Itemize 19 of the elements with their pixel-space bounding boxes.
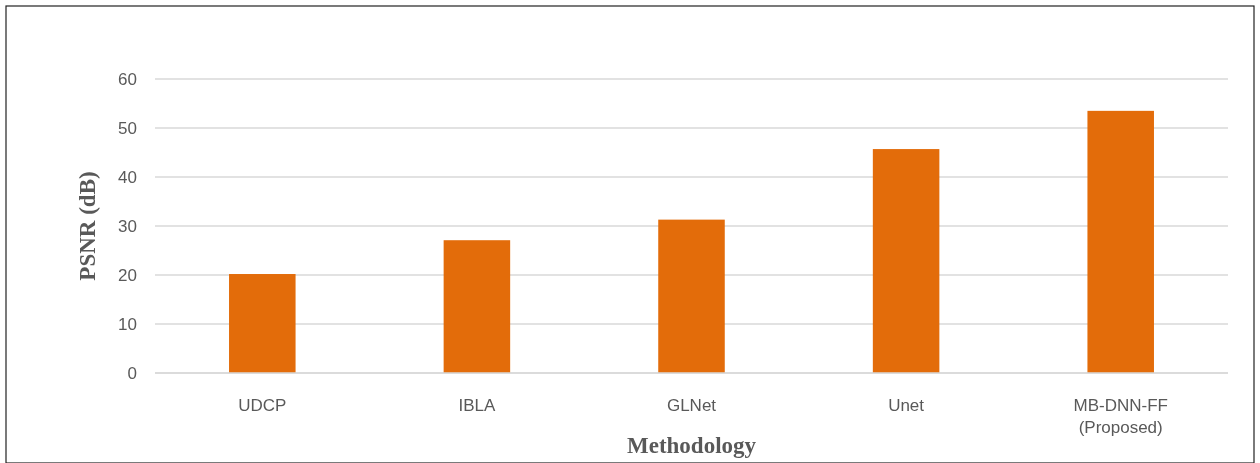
bar [443,240,511,373]
x-tick-label: UDCP [238,396,287,415]
bar [658,219,725,373]
bar [1087,110,1154,373]
x-axis-title: Methodology [626,433,757,458]
y-tick-label: 20 [118,265,137,285]
x-tick-label: IBLA [458,396,496,415]
y-tick-label: 60 [118,69,137,89]
bar [872,149,940,373]
bar [229,274,296,373]
y-tick-label: 0 [127,363,137,383]
y-tick-label: 30 [118,216,137,236]
x-tick-label: Unet [888,396,925,415]
x-tick-label: GLNet [666,396,717,415]
y-axis-title: PSNR (dB) [75,171,100,281]
y-tick-label: 10 [118,314,137,334]
y-tick-label: 40 [118,167,137,187]
y-tick-label: 50 [118,118,137,138]
x-tick-label: MB-DNN-FF (Proposed) [1073,396,1168,437]
